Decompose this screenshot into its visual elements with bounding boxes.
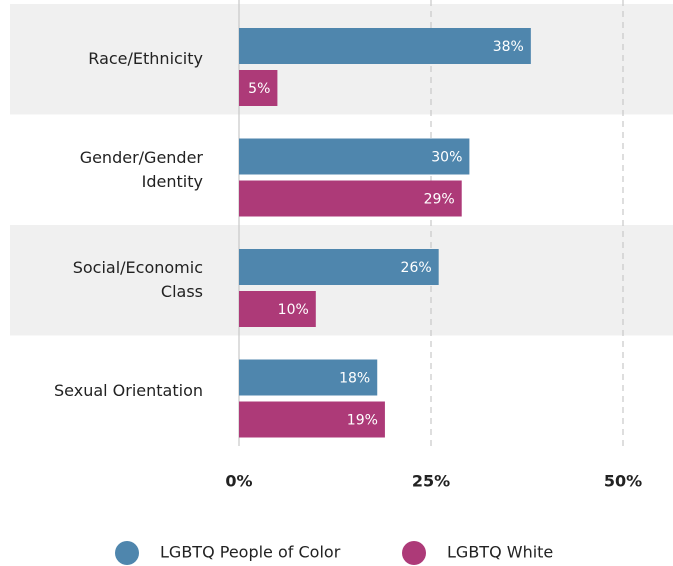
legend-swatch	[402, 541, 426, 565]
bar	[239, 28, 531, 64]
value-label: 38%	[493, 39, 524, 55]
bar	[239, 401, 385, 438]
bar	[239, 138, 470, 175]
value-label: 5%	[248, 81, 270, 97]
x-tick-label: 0%	[225, 472, 252, 491]
bar	[239, 70, 278, 106]
legend-label: LGBTQ People of Color	[160, 543, 341, 562]
value-label: 10%	[278, 302, 309, 318]
bar	[239, 249, 439, 285]
value-label: 19%	[347, 413, 378, 429]
legend-label: LGBTQ White	[447, 543, 553, 562]
value-label: 26%	[401, 260, 432, 276]
category-label: Gender/Gender Identity	[79, 147, 203, 191]
bar	[239, 180, 462, 217]
x-tick-label: 50%	[604, 472, 642, 491]
category-label: Social/Economic Class	[72, 258, 203, 302]
category-label: Race/Ethnicity	[88, 49, 203, 69]
category-label: Sexual Orientation	[54, 380, 203, 400]
value-label: 29%	[424, 192, 455, 208]
value-label: 18%	[339, 371, 370, 387]
value-label: 30%	[431, 150, 462, 166]
bar	[239, 359, 378, 396]
legend-swatch	[115, 541, 139, 565]
bar	[239, 291, 316, 327]
x-tick-label: 25%	[412, 472, 450, 491]
